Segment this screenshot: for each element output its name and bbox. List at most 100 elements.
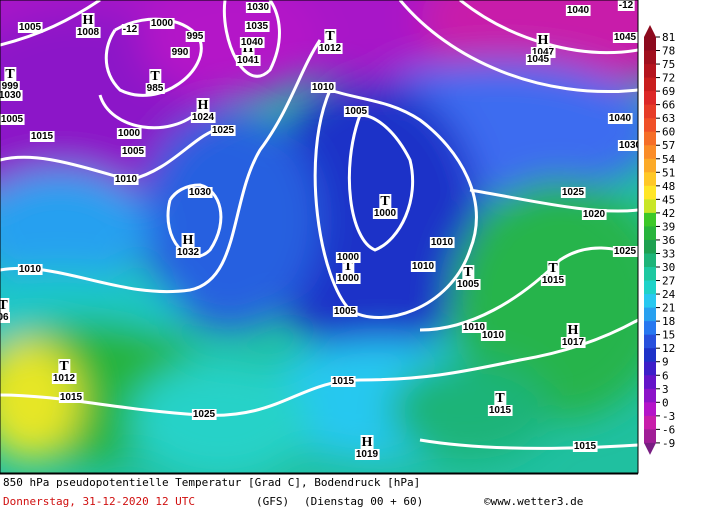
- center-letter-box: [58, 359, 71, 374]
- center-letter-box: [462, 265, 475, 280]
- center-letter: T: [5, 67, 15, 82]
- legend-tick-label: 9: [662, 356, 669, 369]
- legend-color: [644, 145, 656, 160]
- legend-bottom-cap: [644, 442, 656, 455]
- legend-color: [644, 361, 656, 376]
- legend-color: [644, 334, 656, 349]
- legend-color: [644, 91, 656, 106]
- isobar-label-box: [170, 47, 190, 58]
- isobar-label-box: [410, 261, 436, 272]
- isobar-label: 1015: [31, 131, 54, 142]
- legend-color: [644, 199, 656, 214]
- center-value-box: [51, 373, 77, 384]
- isobar-label-box: [612, 246, 638, 257]
- legend: 8178757269666360575451484542393633302724…: [644, 25, 676, 455]
- center-letter: H: [83, 13, 94, 28]
- center-letter: H: [568, 323, 579, 338]
- isobar-label-box: [58, 392, 84, 403]
- center-value-box: [455, 279, 481, 290]
- legend-tick-label: 66: [662, 99, 675, 112]
- isobar-label: 1000: [337, 252, 360, 263]
- isobar-label-box: [29, 131, 55, 142]
- isobar-label: 1005: [122, 146, 145, 157]
- legend-tick-label: 57: [662, 139, 675, 152]
- isobar-label-box: [332, 306, 358, 317]
- isobar-label-box: [0, 114, 25, 125]
- center-letter-box: [547, 261, 560, 276]
- legend-tick-label: -9: [662, 437, 675, 450]
- legend-color: [644, 307, 656, 322]
- center-value-box: [0, 312, 10, 323]
- legend-tick-label: 69: [662, 85, 675, 98]
- legend-color: [644, 267, 656, 282]
- center-value: 1024: [192, 112, 215, 123]
- center-value: 1032: [177, 247, 200, 258]
- isobar-label: 1015: [60, 392, 83, 403]
- isobar-label-box: [617, 0, 635, 11]
- temperature-field: [0, 0, 638, 473]
- center-value-box: [335, 273, 361, 284]
- legend-tick-label: 36: [662, 234, 675, 247]
- isobar-label-box: [121, 24, 139, 35]
- center-letter: T: [463, 265, 473, 280]
- isobar-label: 1045: [614, 32, 637, 43]
- isobar-label-box: [612, 32, 638, 43]
- center-value-box: [235, 55, 261, 66]
- legend-top-cap: [644, 25, 656, 37]
- isobar-label-box: [330, 376, 356, 387]
- legend-tick-label: 21: [662, 302, 675, 315]
- center-value-box: [145, 83, 165, 94]
- legend-tick-label: 33: [662, 247, 675, 260]
- center-letter: H: [183, 233, 194, 248]
- center-value: 1000: [337, 273, 360, 284]
- isobar-label-box: [565, 5, 591, 16]
- legend-color: [644, 429, 656, 444]
- center-value: 1005: [457, 279, 480, 290]
- center-letter: T: [150, 69, 160, 84]
- isobar-label: 990: [172, 47, 189, 58]
- center-value: 1019: [356, 449, 379, 460]
- legend-tick-label: 3: [662, 383, 669, 396]
- isobar-label-box: [120, 146, 146, 157]
- isobar-label: 1010: [431, 237, 454, 248]
- legend-color: [644, 37, 656, 52]
- isobar-label-box: [335, 252, 361, 263]
- center-value-box: [354, 449, 380, 460]
- legend-tick-label: 72: [662, 72, 675, 85]
- isobar-label-box: [429, 237, 455, 248]
- center-letter-box: [4, 67, 17, 82]
- footer: 850 hPa pseudopotentielle Temperatur [Gr…: [0, 473, 638, 508]
- isobar-label-box: [17, 264, 43, 275]
- legend-tick-label: 12: [662, 342, 675, 355]
- center-value-box: [175, 247, 201, 258]
- isobar-label-box: [581, 209, 607, 220]
- legend-color: [644, 118, 656, 133]
- legend-color: [644, 280, 656, 295]
- legend-tick-label: 75: [662, 58, 675, 71]
- isobar-label: 1025: [212, 125, 235, 136]
- center-letter: T: [59, 359, 69, 374]
- center-letter: H: [538, 33, 549, 48]
- legend-tick-label: -6: [662, 423, 675, 436]
- isobar-label-box: [245, 2, 271, 13]
- legend-color: [644, 226, 656, 241]
- footer-credit: ©www.wetter3.de: [484, 495, 583, 508]
- center-letter-box: [566, 323, 580, 338]
- isobar-label: 1030: [247, 2, 270, 13]
- center-letter-box: [494, 391, 507, 406]
- isobar-label-box: [210, 125, 236, 136]
- legend-tick-label: 27: [662, 275, 675, 288]
- isobar-label-box: [0, 90, 23, 101]
- isobar-label: 1015: [574, 441, 597, 452]
- isobar-label: 1025: [193, 409, 216, 420]
- center-letter-box: [81, 13, 95, 28]
- legend-color: [644, 253, 656, 268]
- isobar-label: 1030: [0, 90, 22, 101]
- isobar-label: 1020: [583, 209, 606, 220]
- isobar-label: 1040: [241, 37, 264, 48]
- legend-tick-label: 45: [662, 193, 675, 206]
- center-value: 1012: [319, 43, 342, 54]
- center-letter: H: [198, 98, 209, 113]
- center-value: 1015: [542, 275, 565, 286]
